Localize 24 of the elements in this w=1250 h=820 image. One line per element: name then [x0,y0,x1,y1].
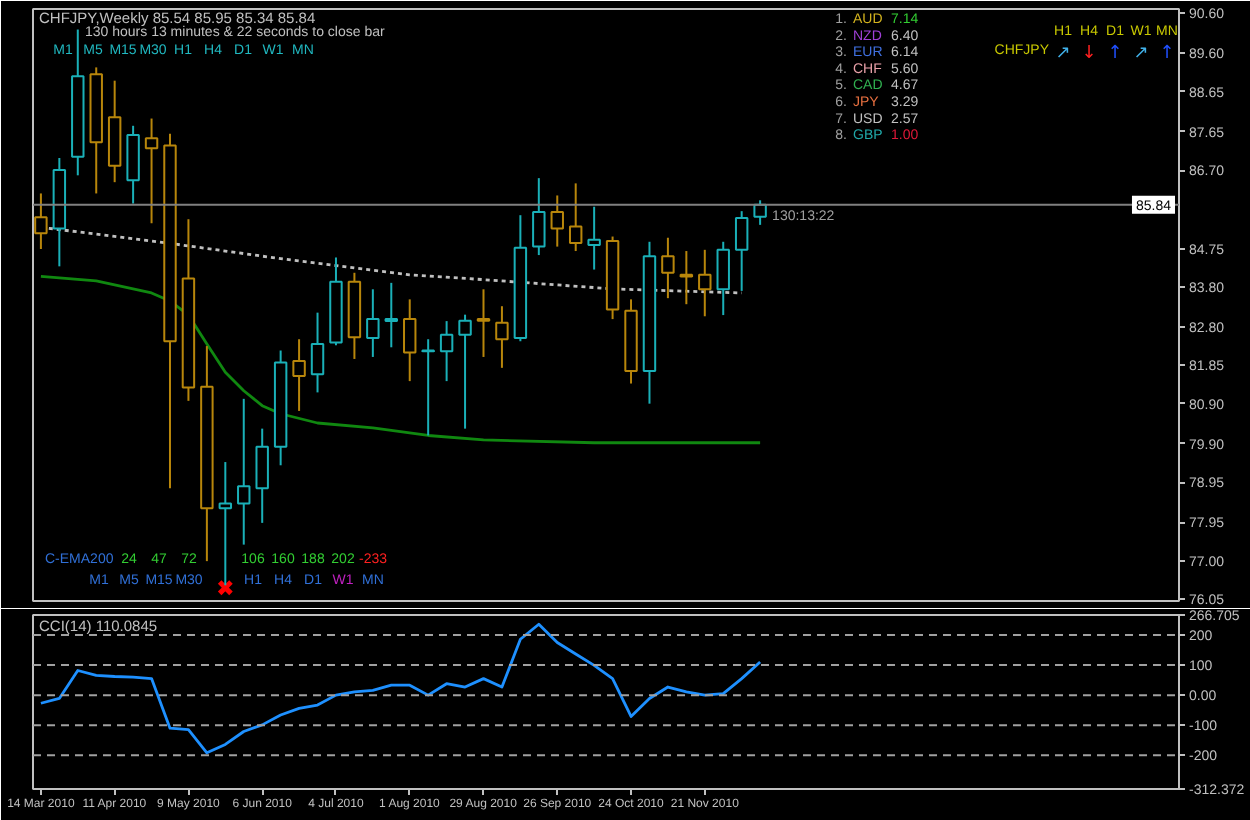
candlestick [661,236,675,300]
candlestick [532,177,546,257]
candlestick [550,194,564,248]
candlestick [716,240,730,317]
line-series [39,622,762,755]
candlestick [476,288,491,358]
candlestick [310,311,325,394]
candlestick [255,427,269,524]
line-series [39,275,762,445]
candlestick [126,124,140,205]
candlestick [698,248,712,318]
candlestick [384,281,399,349]
candlestick [403,298,417,383]
candlestick [458,313,472,430]
candlestick [144,117,159,225]
candlestick [292,338,306,412]
candlestick [439,320,454,383]
candlestick [587,205,601,271]
candlestick [753,199,767,226]
candlestick [495,305,509,369]
candlestick [734,210,749,292]
candlestick [366,288,380,358]
candlestick [568,182,583,253]
candlestick [237,397,251,546]
